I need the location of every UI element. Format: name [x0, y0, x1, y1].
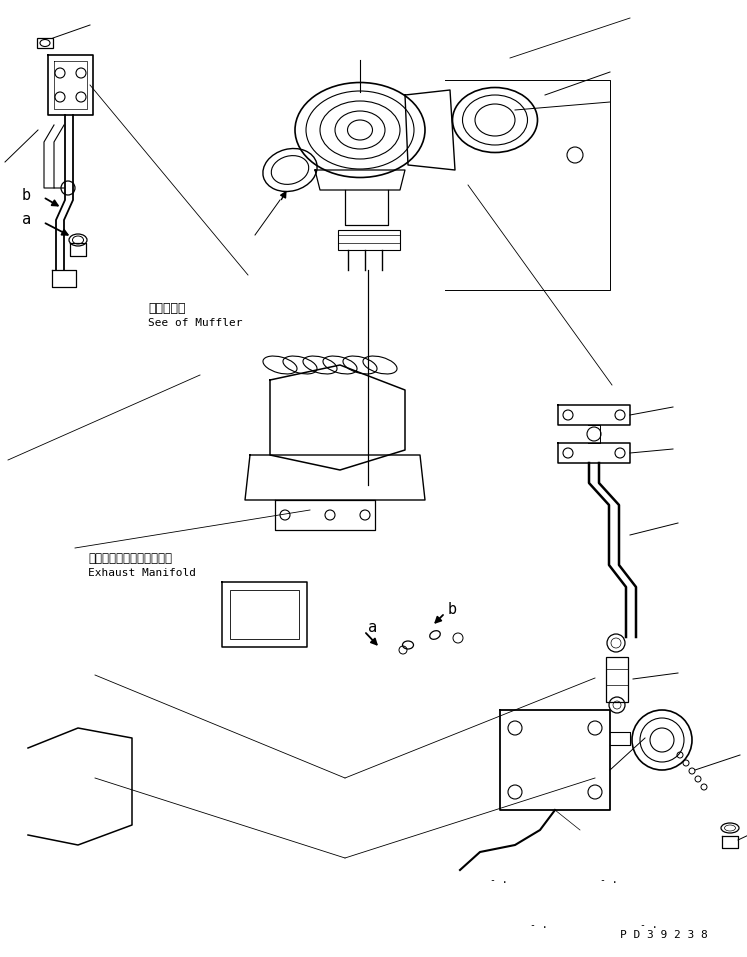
Text: b: b [22, 188, 31, 203]
Text: P D 3 9 2 3 8: P D 3 9 2 3 8 [620, 930, 707, 940]
Text: - .: - . [490, 875, 508, 885]
Text: Exhaust Manifold: Exhaust Manifold [88, 568, 196, 578]
Text: See of Muffler: See of Muffler [148, 318, 243, 328]
Bar [606, 657, 628, 702]
Bar [230, 590, 299, 639]
Bar [338, 230, 400, 250]
Text: - .: - . [530, 920, 548, 930]
Text: b: b [448, 603, 457, 617]
Text: - .: - . [600, 875, 618, 885]
Text: a: a [22, 212, 31, 228]
Text: マフラ参照: マフラ参照 [148, 301, 185, 315]
Text: a: a [368, 620, 377, 635]
Text: - .: - . [640, 920, 657, 930]
Bar [37, 38, 53, 48]
Text: エキゾーストマニホールド: エキゾーストマニホールド [88, 551, 172, 565]
